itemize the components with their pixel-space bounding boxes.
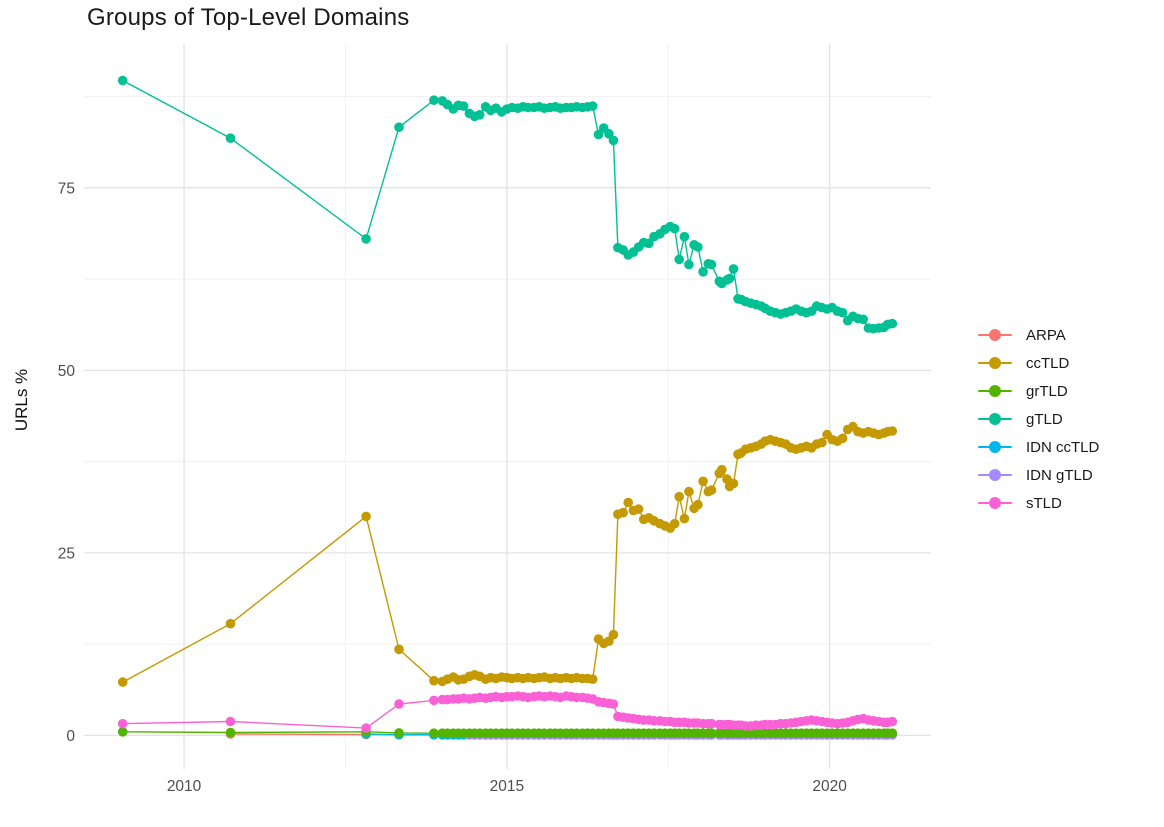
data-point <box>674 491 684 502</box>
data-point <box>225 133 236 143</box>
legend-key-icon <box>978 354 1012 372</box>
legend-key-icon <box>978 466 1012 484</box>
data-point <box>633 504 644 514</box>
data-point <box>608 135 619 146</box>
data-point <box>817 437 827 448</box>
x-tick-label: 2020 <box>812 778 847 795</box>
data-point <box>117 727 128 737</box>
data-point <box>587 101 598 111</box>
legend-key-icon <box>978 494 1012 512</box>
data-point <box>429 675 439 686</box>
data-point <box>474 110 485 120</box>
data-point <box>429 95 439 105</box>
data-point <box>693 499 703 510</box>
legend-item-gTLD: gTLD <box>978 405 1099 433</box>
data-point <box>394 122 404 132</box>
data-point <box>429 695 439 706</box>
data-point <box>623 497 633 508</box>
legend-label: IDN ccTLD <box>1026 438 1100 456</box>
data-point <box>674 254 684 265</box>
data-point <box>706 718 717 729</box>
y-tick-label: 25 <box>58 545 75 562</box>
chart-title: Groups of Top-Level Domains <box>87 4 410 31</box>
y-tick-label: 0 <box>66 728 75 745</box>
legend-label: gTLD <box>1026 410 1063 428</box>
data-point <box>593 129 604 140</box>
data-point <box>669 223 680 234</box>
data-point <box>693 242 703 252</box>
data-point <box>225 727 236 738</box>
data-point <box>394 728 404 738</box>
x-tick-label: 2010 <box>167 778 202 795</box>
data-point <box>728 264 739 274</box>
data-point <box>728 478 739 489</box>
legend: ARPA ccTLD grTLD gTLD IDN ccTLD IDN gTLD sTLD <box>978 321 1099 517</box>
data-point <box>361 234 371 244</box>
legend-label: IDN gTLD <box>1026 466 1093 484</box>
data-point <box>117 75 128 86</box>
data-point <box>608 629 619 640</box>
axis-tick-labels: 0 25 50 75 2010 2015 2020 <box>58 180 848 795</box>
legend-item-ARPA: ARPA <box>978 321 1099 349</box>
data-point <box>837 433 848 444</box>
data-point <box>698 476 708 487</box>
data-point <box>706 728 717 738</box>
data-point <box>361 723 371 733</box>
series-sTLD <box>117 691 898 733</box>
data-point <box>837 307 848 318</box>
legend-key-icon <box>978 382 1012 400</box>
series-gTLD <box>117 75 898 334</box>
data-point <box>887 318 898 329</box>
x-tick-label: 2015 <box>490 778 524 795</box>
data-point <box>618 507 628 518</box>
legend-label: ARPA <box>1026 326 1066 344</box>
data-point <box>679 513 690 524</box>
data-point <box>117 677 128 687</box>
gridlines <box>84 44 931 769</box>
data-point <box>887 426 898 436</box>
data-point <box>679 231 690 242</box>
series-grTLD <box>117 727 898 738</box>
legend-item-IDN-gTLD: IDN gTLD <box>978 461 1099 489</box>
data-point <box>644 238 654 249</box>
data-point <box>717 464 727 475</box>
data-point <box>587 674 598 684</box>
data-point <box>887 716 898 727</box>
data-point <box>724 273 735 284</box>
legend-label: ccTLD <box>1026 354 1070 372</box>
data-point <box>684 259 694 270</box>
data-point <box>458 101 469 111</box>
legend-item-ccTLD: ccTLD <box>978 349 1099 377</box>
data-point <box>698 267 708 277</box>
legend-key-icon <box>978 410 1012 428</box>
y-tick-label: 50 <box>58 363 76 380</box>
legend-label: sTLD <box>1026 494 1062 512</box>
y-tick-label: 75 <box>58 180 75 197</box>
legend-item-grTLD: grTLD <box>978 377 1099 405</box>
data-point <box>225 618 236 629</box>
data-point <box>225 716 236 727</box>
data-point <box>669 518 680 529</box>
data-point <box>887 728 898 738</box>
data-point <box>608 699 619 709</box>
data-point <box>706 485 717 495</box>
data-point <box>394 699 404 709</box>
data-point <box>706 259 717 270</box>
legend-item-IDN-ccTLD: IDN ccTLD <box>978 433 1099 461</box>
series-ccTLD <box>117 421 898 687</box>
data-point <box>684 486 694 497</box>
legend-label: grTLD <box>1026 382 1068 400</box>
data-point <box>394 644 404 655</box>
data-point <box>361 511 371 522</box>
legend-key-icon <box>978 326 1012 344</box>
data-point <box>117 718 128 729</box>
data-point <box>429 728 439 738</box>
data-point <box>858 314 868 325</box>
legend-item-sTLD: sTLD <box>978 489 1099 517</box>
legend-key-icon <box>978 438 1012 456</box>
